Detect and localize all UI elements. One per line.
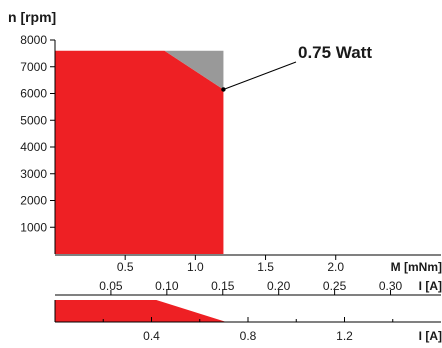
y-tick-label-7000: 7000	[20, 60, 47, 74]
y-tick-label-8000: 8000	[20, 33, 47, 47]
current-tick-label-0: 0.05	[99, 279, 123, 293]
y-tick-label-5000: 5000	[20, 113, 47, 127]
current-tick-label-5: 0.30	[379, 279, 403, 293]
y-tick-label-2000: 2000	[20, 194, 47, 208]
current-axis-label: I [A]	[419, 279, 442, 293]
torque-axis-label: M [mNm]	[391, 260, 442, 274]
torque-tick-label-0: 0.5	[117, 260, 134, 274]
lower-current-bar: 0.4 0.8 1.2 I [A]	[54, 300, 442, 343]
torque-tick-label-2: 1.5	[257, 260, 274, 274]
y-tick-label-1000: 1000	[20, 220, 47, 234]
continuous-operation-area	[55, 50, 224, 255]
torque-tick-label-3: 2.0	[327, 260, 344, 274]
torque-tick-label-1: 1.0	[187, 260, 204, 274]
y-tick-label-3000: 3000	[20, 167, 47, 181]
short-term-operation-area	[164, 50, 224, 90]
lower-axis-label: I [A]	[419, 329, 442, 343]
y-tick-label-4000: 4000	[20, 140, 47, 154]
current-range-bar	[55, 300, 227, 322]
current-tick-label-4: 0.25	[323, 279, 347, 293]
annotation-leader-line	[223, 61, 297, 90]
lower-tick-label-2: 1.2	[336, 329, 353, 343]
annotation-point	[221, 87, 226, 92]
lower-tick-label-1: 0.8	[240, 329, 257, 343]
current-tick-label-3: 0.20	[267, 279, 291, 293]
current-tick-label-1: 0.10	[155, 279, 179, 293]
y-tick-label-6000: 6000	[20, 87, 47, 101]
annotation-label: 0.75 Watt	[298, 43, 372, 62]
upper-plot: 1000 2000 3000 4000 5000 6000 7000 8000 n [rpm] 0…	[8, 9, 442, 296]
lower-tick-label-0: 0.4	[143, 329, 160, 343]
y-axis-label: n [rpm]	[8, 9, 56, 25]
current-tick-label-2: 0.15	[211, 279, 235, 293]
